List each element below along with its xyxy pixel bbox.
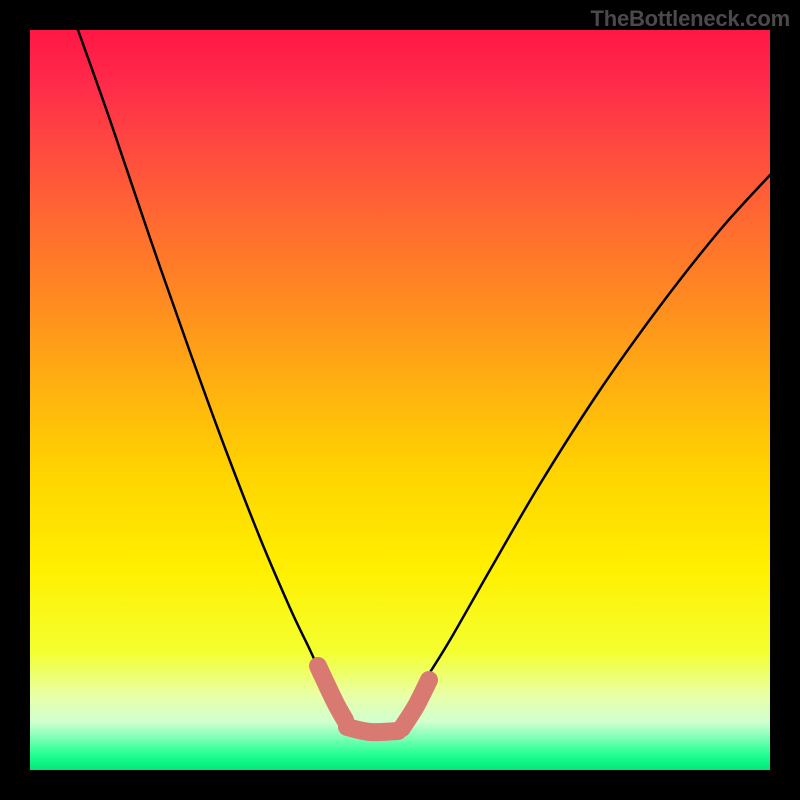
gradient-background (30, 30, 770, 770)
chart-container: { "watermark": { "text": "TheBottleneck.… (0, 0, 800, 800)
plot-area (30, 30, 770, 770)
watermark-text: TheBottleneck.com (590, 6, 790, 32)
